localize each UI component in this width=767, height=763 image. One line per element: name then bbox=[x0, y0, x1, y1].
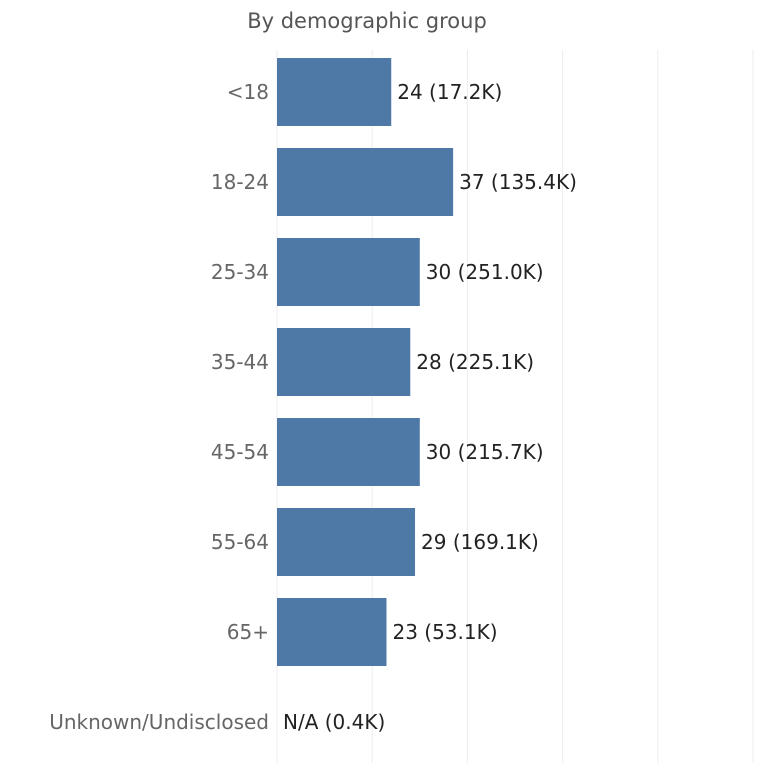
category-label: Unknown/Undisclosed bbox=[49, 710, 269, 734]
bar bbox=[277, 328, 411, 396]
category-label: <18 bbox=[227, 80, 269, 104]
data-label: 28 (225.1K) bbox=[416, 350, 534, 374]
chart-title: By demographic group bbox=[247, 9, 487, 33]
data-label: N/A (0.4K) bbox=[283, 710, 385, 734]
category-label: 35-44 bbox=[211, 350, 269, 374]
category-label: 18-24 bbox=[211, 170, 269, 194]
value-labels: 24 (17.2K) 37 (135.4K) 30 (251.0K) 28 (225.… bbox=[283, 80, 577, 734]
data-label: 23 (53.1K) bbox=[392, 620, 497, 644]
bar bbox=[277, 58, 392, 126]
category-label: 55-64 bbox=[211, 530, 269, 554]
bar bbox=[277, 508, 416, 576]
bar bbox=[277, 148, 454, 216]
category-label: 65+ bbox=[227, 620, 269, 644]
bars bbox=[277, 58, 454, 666]
bar bbox=[277, 418, 420, 486]
category-label: 25-34 bbox=[211, 260, 269, 284]
bar bbox=[277, 598, 387, 666]
data-label: 30 (215.7K) bbox=[426, 440, 544, 464]
data-label: 30 (251.0K) bbox=[426, 260, 544, 284]
data-label: 29 (169.1K) bbox=[421, 530, 539, 554]
category-labels: <18 18-24 25-34 35-44 45-54 55-64 65+ Unknown/U… bbox=[49, 80, 269, 734]
category-label: 45-54 bbox=[211, 440, 269, 464]
data-label: 24 (17.2K) bbox=[397, 80, 502, 104]
data-label: 37 (135.4K) bbox=[459, 170, 577, 194]
bar bbox=[277, 238, 420, 306]
